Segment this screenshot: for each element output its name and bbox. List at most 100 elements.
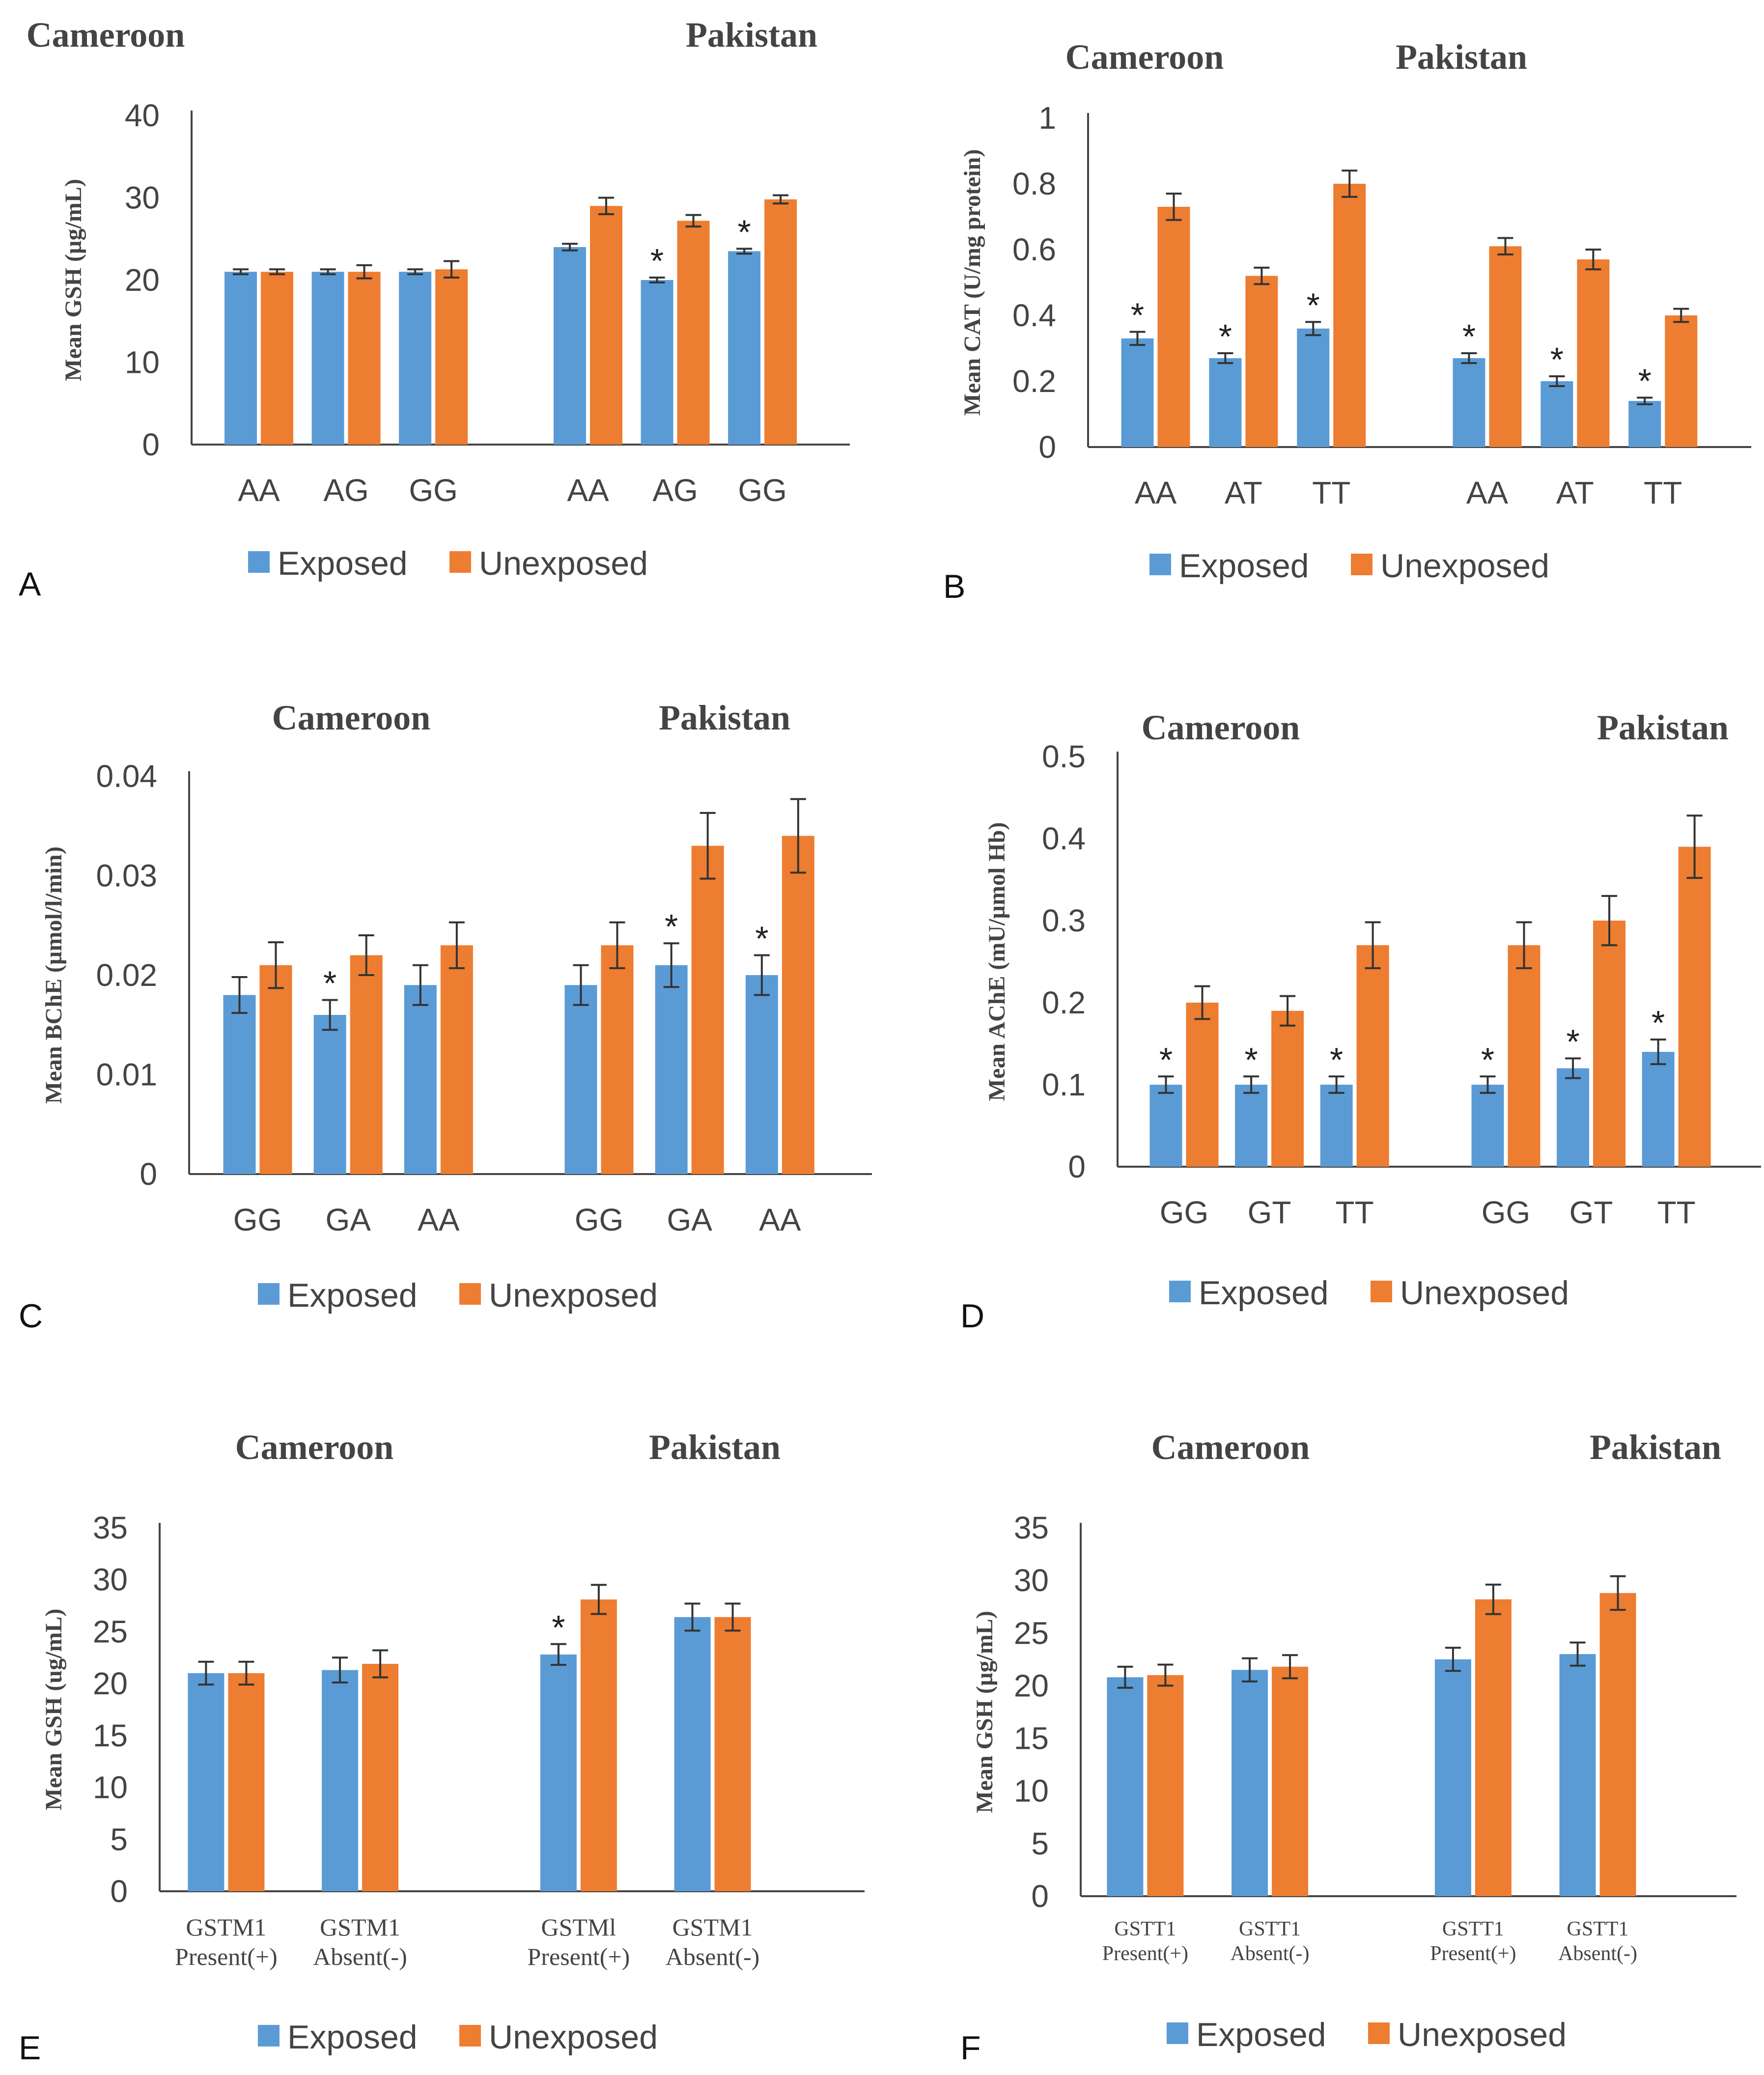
panel-f-x-label-1-1-0: GSTT1 — [1567, 1918, 1629, 1940]
panel-e-y-tick-4: 20 — [93, 1666, 128, 1701]
panel-e-x-label-0-1-0: GSTM1 — [320, 1913, 400, 1941]
panel-e-x-label-1-1-0: GSTM1 — [672, 1913, 753, 1941]
panel-f-y-tick-4: 20 — [1014, 1668, 1049, 1703]
panel-e-bar-unexposed-0-1 — [362, 1663, 399, 1891]
panel-a-y-axis-label: Mean GSH (µg/mL) — [60, 179, 86, 381]
panel-a-x-label-1-2: GG — [738, 473, 787, 508]
panel-a-x-label-0-2: GG — [409, 473, 458, 508]
chart-panel-f: Cameroon Pakistan Mean GSH (µg/mL) 0 5 10 15 20… — [972, 1428, 1736, 2053]
panel-d-y-tick-3: 0.3 — [1042, 903, 1086, 938]
panel-a-bar-unexposed-0-1 — [348, 272, 381, 445]
panel-a-y-tick-2: 20 — [125, 262, 160, 298]
panel-d-y-tick-1: 0.1 — [1042, 1067, 1086, 1102]
panel-letter-f: F — [960, 2029, 981, 2067]
panel-b-significance-star-0-1: * — [1219, 317, 1232, 356]
panel-e-x-label-1-0-1: Present(+) — [528, 1943, 630, 1970]
panel-b-x-label-0-1: AT — [1225, 475, 1262, 510]
panel-f-bar-exposed-0-0 — [1107, 1677, 1144, 1896]
panel-e-bar-unexposed-0-0 — [228, 1673, 265, 1891]
panel-f-x-label-1-0-1: Present(+) — [1430, 1942, 1516, 1965]
panel-c-bar-unexposed-1-2 — [782, 836, 814, 1174]
chart-panel-a: Cameroon Pakistan Mean GSH (µg/mL) 0 10 20 30 4… — [27, 15, 850, 582]
panel-f-group-title-0: Cameroon — [1151, 1428, 1310, 1467]
panel-letter-e: E — [19, 2029, 41, 2067]
panel-c-bar-unexposed-0-0 — [259, 965, 292, 1174]
panel-c-bar-unexposed-1-1 — [691, 845, 724, 1174]
panel-e-legend: Exposed Unexposed — [258, 2019, 658, 2056]
panel-d-x-label-1-0: GG — [1482, 1195, 1531, 1230]
panel-a-significance-star-1-1: * — [650, 242, 664, 280]
panel-d-bar-unexposed-0-0 — [1186, 1003, 1219, 1167]
panel-e-bar-unexposed-1-0 — [580, 1599, 617, 1891]
panel-f-y-tick-1: 5 — [1031, 1826, 1049, 1861]
panel-c-bar-exposed-0-1 — [313, 1015, 346, 1174]
panel-b-significance-star-0-2: * — [1307, 286, 1320, 324]
panel-f-bar-unexposed-1-1 — [1599, 1593, 1636, 1896]
panel-e-y-tick-7: 35 — [93, 1510, 128, 1545]
panel-a-group-title-1: Pakistan — [686, 15, 817, 55]
chart-panel-d: Cameroon Pakistan Mean AChE (mU/µmol Hb) 0 0… — [984, 708, 1761, 1312]
panel-d-bar-unexposed-1-1 — [1593, 921, 1626, 1167]
panel-c-x-label-0-2: AA — [418, 1202, 460, 1237]
panel-c-bar-unexposed-1-0 — [601, 945, 634, 1174]
panel-e-legend-swatch-unexposed — [459, 2025, 481, 2047]
panel-f-bar-unexposed-0-0 — [1147, 1675, 1184, 1896]
panel-b-significance-star-0-0: * — [1131, 296, 1144, 335]
panel-f-legend-label-exposed: Exposed — [1196, 2016, 1326, 2053]
panel-d-significance-star-1-1: * — [1566, 1023, 1579, 1061]
panel-e-x-label-1-0-0: GSTMl — [541, 1913, 616, 1941]
panel-c-y-tick-3: 0.03 — [96, 858, 157, 894]
panel-f-y-tick-3: 15 — [1014, 1721, 1049, 1756]
panel-d-bar-exposed-1-1 — [1557, 1068, 1590, 1167]
panel-a-significance-star-1-2: * — [737, 213, 751, 251]
panel-e-y-tick-2: 10 — [93, 1770, 128, 1805]
panel-d-legend-swatch-exposed — [1169, 1281, 1191, 1302]
panel-b-y-tick-1: 0.2 — [1012, 364, 1056, 399]
panel-c-legend-label-unexposed: Unexposed — [489, 1277, 658, 1314]
panel-b-y-tick-3: 0.6 — [1012, 232, 1056, 267]
panel-d-y-tick-5: 0.5 — [1042, 739, 1086, 774]
panel-f-y-tick-2: 10 — [1014, 1773, 1049, 1809]
panel-d-legend-label-exposed: Exposed — [1199, 1274, 1329, 1312]
panel-b-significance-star-1-2: * — [1638, 362, 1652, 400]
panel-c-legend: Exposed Unexposed — [258, 1277, 658, 1314]
panel-b-bar-exposed-0-1 — [1209, 358, 1242, 447]
panel-b-bar-unexposed-1-0 — [1489, 246, 1522, 447]
panel-letter-c: C — [19, 1297, 43, 1335]
panel-b-y-tick-4: 0.8 — [1012, 166, 1056, 201]
panel-c-significance-star-1-2: * — [755, 920, 768, 958]
panel-b-x-label-0-0: AA — [1135, 475, 1177, 510]
panel-f-x-label-0-0-0: GSTT1 — [1114, 1918, 1176, 1940]
panel-b-bar-exposed-1-1 — [1540, 381, 1573, 447]
panel-e-x-label-0-0-0: GSTM1 — [186, 1913, 266, 1941]
panel-a-bar-unexposed-0-2 — [435, 269, 468, 445]
panel-letter-b: B — [943, 568, 966, 605]
panel-c-significance-star-1-1: * — [665, 907, 678, 946]
panel-f-bar-exposed-1-0 — [1434, 1659, 1471, 1896]
panel-d-bar-exposed-0-2 — [1320, 1085, 1353, 1167]
panel-d-y-tick-2: 0.2 — [1042, 985, 1086, 1020]
panel-c-bar-unexposed-0-2 — [440, 945, 473, 1174]
panel-b-y-tick-0: 0 — [1038, 429, 1056, 465]
panel-e-significance-star-1-0: * — [552, 1608, 565, 1647]
panel-c-bar-exposed-1-1 — [655, 965, 688, 1174]
panel-b-legend-label-unexposed: Unexposed — [1380, 547, 1549, 585]
panel-d-y-tick-0: 0 — [1068, 1149, 1086, 1184]
panel-c-x-label-1-0: GG — [575, 1202, 624, 1237]
panel-a-legend-label-exposed: Exposed — [278, 545, 408, 582]
panel-letter-a: A — [19, 565, 41, 603]
panel-a-bar-exposed-0-0 — [224, 272, 257, 445]
panel-a-y-tick-3: 30 — [125, 180, 160, 216]
panel-f-bar-unexposed-1-0 — [1475, 1599, 1512, 1896]
panel-d-group-title-1: Pakistan — [1597, 708, 1729, 747]
panel-a-y-tick-0: 0 — [142, 427, 160, 462]
panel-f-legend-label-unexposed: Unexposed — [1398, 2016, 1567, 2053]
panel-c-legend-swatch-unexposed — [459, 1283, 481, 1305]
panel-d-x-label-1-1: GT — [1569, 1195, 1613, 1230]
panel-a-bar-unexposed-0-0 — [261, 272, 293, 445]
panel-b-group-title-1: Pakistan — [1396, 37, 1527, 77]
panel-c-bar-exposed-1-2 — [745, 975, 778, 1174]
panel-e-y-axis-label: Mean GSH (ug/mL) — [41, 1609, 67, 1811]
panel-f-group-title-1: Pakistan — [1590, 1428, 1721, 1467]
